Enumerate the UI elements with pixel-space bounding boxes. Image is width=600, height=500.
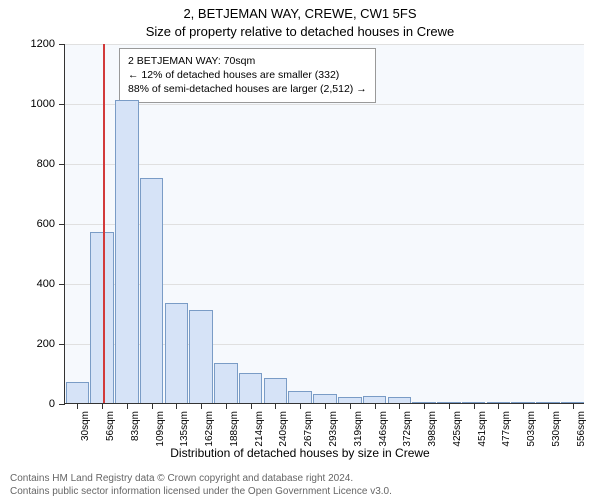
x-tick bbox=[350, 403, 351, 409]
x-tick-label: 372sqm bbox=[402, 411, 413, 447]
x-tick-label: 477sqm bbox=[501, 411, 512, 447]
x-tick bbox=[573, 403, 574, 409]
x-tick bbox=[152, 403, 153, 409]
chart-container: 2, BETJEMAN WAY, CREWE, CW1 5FS Size of … bbox=[0, 0, 600, 500]
x-tick-label: 293sqm bbox=[328, 411, 339, 447]
gridline bbox=[65, 104, 584, 105]
x-tick bbox=[176, 403, 177, 409]
histogram-bar bbox=[66, 382, 90, 403]
x-tick-label: 30sqm bbox=[80, 411, 91, 441]
y-tick bbox=[59, 224, 65, 225]
x-axis-label: Distribution of detached houses by size … bbox=[0, 446, 600, 460]
x-tick-label: 319sqm bbox=[353, 411, 364, 447]
x-tick bbox=[424, 403, 425, 409]
y-tick bbox=[59, 44, 65, 45]
x-tick-label: 83sqm bbox=[130, 411, 141, 441]
x-tick bbox=[201, 403, 202, 409]
histogram-bar bbox=[288, 391, 312, 403]
y-tick bbox=[59, 404, 65, 405]
y-tick-label: 400 bbox=[37, 278, 55, 290]
x-tick-label: 109sqm bbox=[155, 411, 166, 447]
x-tick-label: 451sqm bbox=[477, 411, 488, 447]
y-tick-label: 1000 bbox=[31, 98, 55, 110]
x-tick-label: 267sqm bbox=[303, 411, 314, 447]
legend-box: 2 BETJEMAN WAY: 70sqm← 12% of detached h… bbox=[119, 48, 376, 103]
y-tick bbox=[59, 344, 65, 345]
legend-line: 2 BETJEMAN WAY: 70sqm bbox=[128, 54, 367, 68]
histogram-bar bbox=[189, 310, 213, 403]
histogram-bar bbox=[115, 100, 139, 403]
x-tick-label: 556sqm bbox=[576, 411, 587, 447]
x-tick bbox=[474, 403, 475, 409]
chart-title-subtitle: Size of property relative to detached ho… bbox=[0, 24, 600, 39]
x-tick-label: 56sqm bbox=[105, 411, 116, 441]
plot-area: 2 BETJEMAN WAY: 70sqm← 12% of detached h… bbox=[64, 44, 584, 404]
x-tick-label: 188sqm bbox=[229, 411, 240, 447]
x-tick bbox=[449, 403, 450, 409]
histogram-bar bbox=[214, 363, 238, 404]
histogram-bar bbox=[90, 232, 114, 403]
x-tick-label: 398sqm bbox=[427, 411, 438, 447]
y-tick bbox=[59, 164, 65, 165]
footer-line-1: Contains HM Land Registry data © Crown c… bbox=[10, 472, 590, 485]
y-tick bbox=[59, 104, 65, 105]
histogram-bar bbox=[313, 394, 337, 403]
x-tick bbox=[226, 403, 227, 409]
x-tick bbox=[375, 403, 376, 409]
legend-line: ← 12% of detached houses are smaller (33… bbox=[128, 68, 367, 82]
x-tick bbox=[251, 403, 252, 409]
x-tick-label: 135sqm bbox=[179, 411, 190, 447]
x-tick-label: 503sqm bbox=[526, 411, 537, 447]
x-tick bbox=[127, 403, 128, 409]
y-tick-label: 1200 bbox=[31, 38, 55, 50]
x-tick bbox=[77, 403, 78, 409]
x-tick bbox=[300, 403, 301, 409]
footer-line-2: Contains public sector information licen… bbox=[10, 485, 590, 498]
gridline bbox=[65, 164, 584, 165]
property-marker-line bbox=[103, 44, 105, 403]
gridline bbox=[65, 44, 584, 45]
x-tick-label: 240sqm bbox=[278, 411, 289, 447]
y-tick-label: 800 bbox=[37, 158, 55, 170]
y-tick bbox=[59, 284, 65, 285]
y-tick-label: 600 bbox=[37, 218, 55, 230]
y-tick-label: 200 bbox=[37, 338, 55, 350]
x-tick bbox=[102, 403, 103, 409]
histogram-bar bbox=[264, 378, 288, 404]
legend-line: 88% of semi-detached houses are larger (… bbox=[128, 82, 367, 96]
x-tick bbox=[399, 403, 400, 409]
histogram-bar bbox=[239, 373, 263, 403]
x-tick-label: 162sqm bbox=[204, 411, 215, 447]
x-tick-label: 530sqm bbox=[551, 411, 562, 447]
histogram-bar bbox=[140, 178, 164, 403]
x-tick-label: 214sqm bbox=[254, 411, 265, 447]
x-tick-label: 346sqm bbox=[378, 411, 389, 447]
x-tick bbox=[548, 403, 549, 409]
chart-title-address: 2, BETJEMAN WAY, CREWE, CW1 5FS bbox=[0, 6, 600, 21]
x-tick-label: 425sqm bbox=[452, 411, 463, 447]
x-tick bbox=[523, 403, 524, 409]
x-tick bbox=[275, 403, 276, 409]
footer-attribution: Contains HM Land Registry data © Crown c… bbox=[10, 472, 590, 498]
x-tick bbox=[498, 403, 499, 409]
y-tick-label: 0 bbox=[49, 398, 55, 410]
x-tick bbox=[325, 403, 326, 409]
histogram-bar bbox=[363, 396, 387, 404]
histogram-bar bbox=[165, 303, 189, 404]
